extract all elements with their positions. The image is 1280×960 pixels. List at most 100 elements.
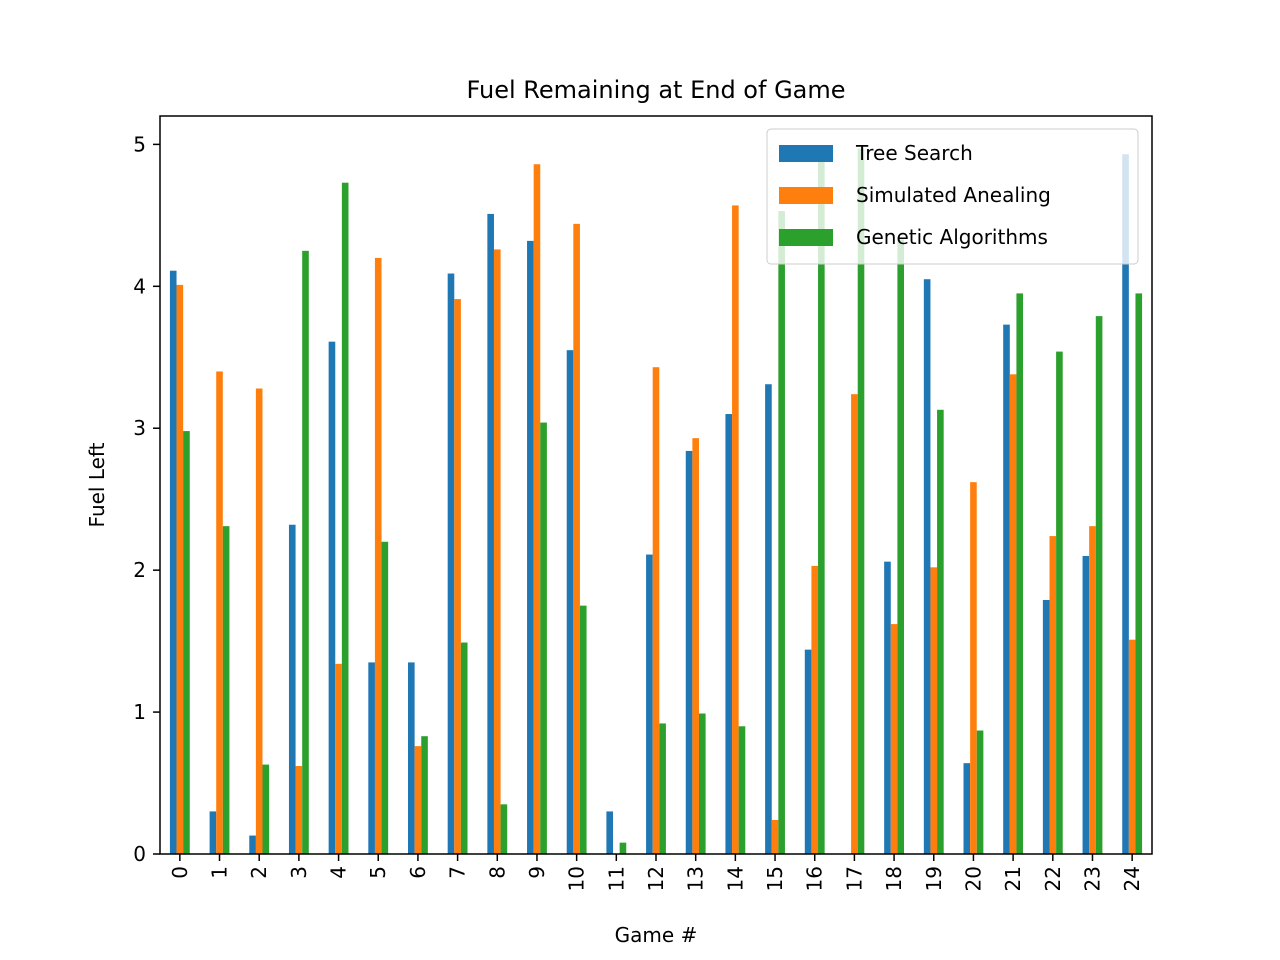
bar-simulated-anealing-game-19 — [930, 567, 938, 854]
bar-simulated-anealing-game-6 — [414, 746, 422, 854]
bar-genetic-algorithms-game-12 — [659, 723, 666, 854]
bar-tree-search-game-11 — [606, 811, 614, 854]
bar-genetic-algorithms-game-20 — [976, 730, 984, 854]
bar-genetic-algorithms-game-7 — [460, 642, 468, 854]
x-tick-label: 22 — [1041, 866, 1065, 891]
bar-tree-search-game-20 — [963, 763, 971, 854]
x-axis: 0 1 2 3 4 5 6 7 8 9 10 11 12 13 14 15 16 17 18 19 20 21 22 23 24 — [168, 854, 1144, 891]
bar-tree-search-game-3 — [288, 524, 296, 854]
bar-tree-search-game-16 — [804, 649, 812, 854]
x-tick-label: 12 — [644, 866, 668, 891]
x-tick-label: 2 — [247, 866, 271, 879]
bar-simulated-anealing-game-1 — [216, 371, 223, 854]
bar-genetic-algorithms-game-11 — [619, 842, 627, 854]
bar-genetic-algorithms-game-5 — [381, 541, 389, 854]
bar-genetic-algorithms-game-0 — [183, 431, 190, 854]
bar-genetic-algorithms-game-16 — [818, 158, 825, 854]
bar-genetic-algorithms-game-14 — [738, 726, 746, 854]
bar-tree-search-game-13 — [685, 450, 693, 854]
bar-tree-search-game-0 — [169, 270, 177, 854]
x-tick-label: 14 — [723, 866, 747, 891]
x-tick-label: 4 — [327, 866, 351, 879]
bar-tree-search-game-15 — [765, 384, 772, 854]
bar-simulated-anealing-game-9 — [533, 164, 541, 854]
bar-tree-search-game-23 — [1082, 555, 1090, 854]
bar-tree-search-game-24 — [1122, 154, 1129, 854]
bar-genetic-algorithms-game-22 — [1056, 351, 1063, 854]
bar-genetic-algorithms-game-18 — [897, 239, 904, 855]
legend-box — [766, 128, 1139, 265]
bar-simulated-anealing-game-5 — [374, 257, 382, 854]
bar-genetic-algorithms-game-19 — [937, 409, 944, 854]
bar-simulated-anealing-game-17 — [851, 394, 858, 854]
x-tick-label: 19 — [922, 866, 946, 891]
x-tick-label: 1 — [208, 866, 232, 879]
x-tick-label: 6 — [406, 866, 430, 879]
bars-layer — [169, 148, 1143, 855]
bar-simulated-anealing-game-8 — [493, 249, 501, 854]
x-tick-label: 0 — [168, 866, 192, 879]
bar-tree-search-game-2 — [249, 835, 256, 854]
x-tick-label: 17 — [842, 866, 866, 891]
legend-swatch-genetic-algorithms — [779, 229, 833, 246]
bar-simulated-anealing-game-7 — [454, 299, 461, 855]
bar-tree-search-game-7 — [447, 273, 455, 854]
x-tick-label: 13 — [684, 866, 708, 891]
bar-tree-search-game-10 — [566, 350, 574, 854]
bar-genetic-algorithms-game-15 — [778, 211, 785, 855]
bar-genetic-algorithms-game-3 — [302, 250, 309, 854]
x-tick-label: 3 — [287, 866, 311, 879]
x-tick-label: 9 — [525, 866, 549, 879]
legend-label: Tree Search — [855, 141, 973, 165]
legend-label: Genetic Algorithms — [856, 225, 1048, 249]
bar-tree-search-game-21 — [1003, 324, 1010, 854]
bar-simulated-anealing-game-4 — [335, 663, 342, 854]
bar-genetic-algorithms-game-13 — [698, 713, 706, 854]
x-tick-label: 10 — [565, 866, 589, 891]
x-tick-label: 23 — [1080, 866, 1104, 891]
bar-tree-search-game-4 — [328, 341, 336, 854]
bar-simulated-anealing-game-21 — [1009, 374, 1017, 854]
bar-simulated-anealing-game-20 — [970, 482, 977, 854]
bar-simulated-anealing-game-12 — [652, 367, 660, 854]
bar-genetic-algorithms-game-9 — [540, 422, 547, 854]
bar-genetic-algorithms-game-4 — [341, 182, 349, 854]
bar-tree-search-game-9 — [527, 240, 534, 854]
bar-simulated-anealing-game-16 — [811, 565, 819, 854]
bar-tree-search-game-22 — [1042, 599, 1050, 854]
bar-genetic-algorithms-game-10 — [579, 605, 587, 854]
y-tick-label: 2 — [133, 558, 146, 582]
bar-tree-search-game-12 — [646, 554, 653, 854]
x-tick-label: 20 — [961, 866, 985, 891]
bar-simulated-anealing-game-22 — [1049, 536, 1057, 854]
bar-genetic-algorithms-game-21 — [1016, 293, 1024, 854]
bar-simulated-anealing-game-2 — [255, 388, 263, 854]
bar-simulated-anealing-game-24 — [1128, 639, 1136, 854]
y-tick-label: 1 — [133, 700, 146, 724]
legend-swatch-tree-search — [779, 145, 833, 162]
legend-label: Simulated Anealing — [856, 183, 1051, 207]
x-tick-label: 8 — [485, 866, 509, 879]
x-tick-label: 15 — [763, 866, 787, 891]
bar-genetic-algorithms-game-8 — [500, 804, 508, 854]
bar-simulated-anealing-game-3 — [295, 766, 303, 854]
x-tick-label: 5 — [366, 866, 390, 879]
bar-tree-search-game-6 — [408, 662, 415, 854]
y-tick-label: 4 — [133, 274, 146, 298]
bar-genetic-algorithms-game-1 — [222, 526, 230, 854]
y-axis: 0 1 2 3 4 5 — [133, 132, 160, 866]
bar-tree-search-game-5 — [368, 662, 375, 854]
x-axis-label: Game # — [615, 923, 698, 947]
bar-genetic-algorithms-game-6 — [421, 736, 428, 854]
bar-tree-search-game-19 — [923, 279, 931, 855]
bar-genetic-algorithms-game-17 — [857, 148, 865, 854]
x-tick-label: 11 — [604, 866, 628, 891]
bar-genetic-algorithms-game-24 — [1135, 293, 1143, 854]
legend-swatch-simulated-anealing — [779, 187, 833, 204]
bar-tree-search-game-8 — [487, 213, 494, 854]
bar-simulated-anealing-game-0 — [176, 284, 184, 854]
x-tick-label: 21 — [1001, 866, 1025, 891]
bar-tree-search-game-18 — [884, 561, 891, 854]
x-tick-label: 16 — [803, 866, 827, 891]
